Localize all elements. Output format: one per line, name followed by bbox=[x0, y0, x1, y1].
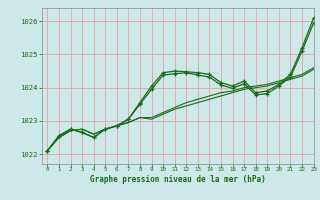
X-axis label: Graphe pression niveau de la mer (hPa): Graphe pression niveau de la mer (hPa) bbox=[90, 175, 266, 184]
